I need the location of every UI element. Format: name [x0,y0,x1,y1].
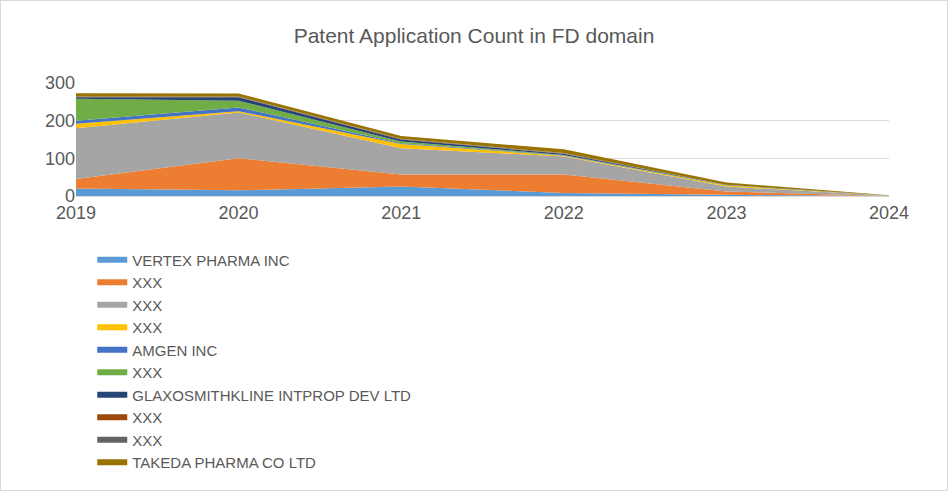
svg-text:2019: 2019 [56,203,96,223]
svg-text:300: 300 [45,73,75,93]
svg-text:TAKEDA PHARMA CO LTD: TAKEDA PHARMA CO LTD [132,454,316,471]
svg-text:VERTEX PHARMA INC: VERTEX PHARMA INC [132,252,289,269]
svg-text:2022: 2022 [544,203,584,223]
svg-text:100: 100 [45,149,75,169]
svg-text:GLAXOSMITHKLINE INTPROP DEV LT: GLAXOSMITHKLINE INTPROP DEV LTD [132,387,411,404]
svg-text:XXX: XXX [132,409,162,426]
svg-text:0: 0 [65,186,75,206]
svg-text:Patent Application Count in FD: Patent Application Count in FD domain [294,24,655,47]
svg-text:AMGEN INC: AMGEN INC [132,342,217,359]
svg-text:XXX: XXX [132,432,162,449]
svg-text:XXX: XXX [132,364,162,381]
svg-text:2023: 2023 [706,203,746,223]
svg-text:2024: 2024 [869,203,909,223]
svg-text:XXX: XXX [132,319,162,336]
svg-text:2020: 2020 [219,203,259,223]
svg-text:2021: 2021 [381,203,421,223]
svg-text:200: 200 [45,111,75,131]
svg-text:XXX: XXX [132,274,162,291]
svg-text:XXX: XXX [132,297,162,314]
